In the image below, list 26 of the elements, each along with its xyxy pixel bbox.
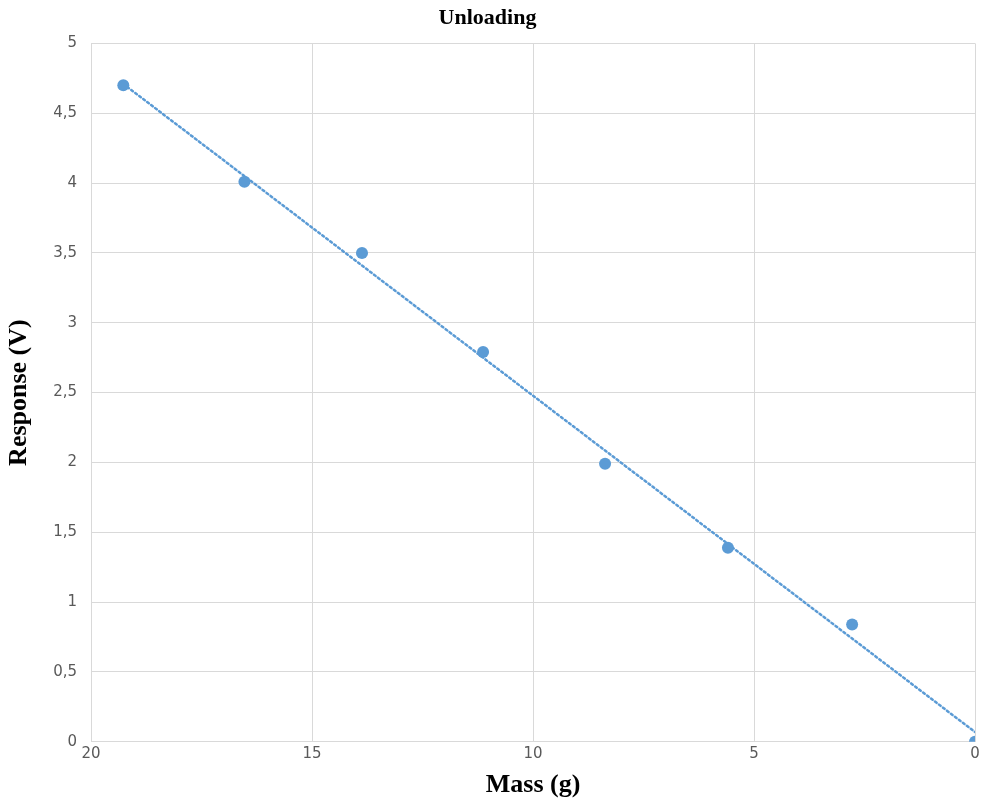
x-tick-label: 0 xyxy=(970,743,980,762)
y-tick-label: 3 xyxy=(67,312,78,331)
y-tick-label: 5 xyxy=(67,33,78,52)
x-tick-label: 15 xyxy=(302,743,322,762)
y-tick-label: 1,5 xyxy=(53,522,78,541)
chart-title: Unloading xyxy=(438,3,537,29)
y-tick-label: 4,5 xyxy=(53,103,78,122)
point xyxy=(117,79,130,92)
x-tick-label: 10 xyxy=(523,743,543,762)
point xyxy=(846,618,859,631)
x-tick-label: 20 xyxy=(81,743,101,762)
y-tick-label: 4 xyxy=(67,172,78,191)
point xyxy=(355,246,368,259)
y-tick-label: 2,5 xyxy=(53,382,78,401)
y-tick-label: 0,5 xyxy=(53,661,78,680)
y-tick-label: 2 xyxy=(67,452,78,471)
y-tick-label: 0 xyxy=(67,731,78,750)
point xyxy=(721,541,734,554)
point xyxy=(599,457,612,470)
y-axis-title: Response (V) xyxy=(3,319,33,466)
x-axis-title: Mass (g) xyxy=(485,769,581,799)
point xyxy=(477,346,490,359)
y-tick-label: 1 xyxy=(67,592,78,611)
y-tick-label: 3,5 xyxy=(53,242,78,261)
x-tick-label: 5 xyxy=(749,743,759,762)
point xyxy=(238,175,251,188)
